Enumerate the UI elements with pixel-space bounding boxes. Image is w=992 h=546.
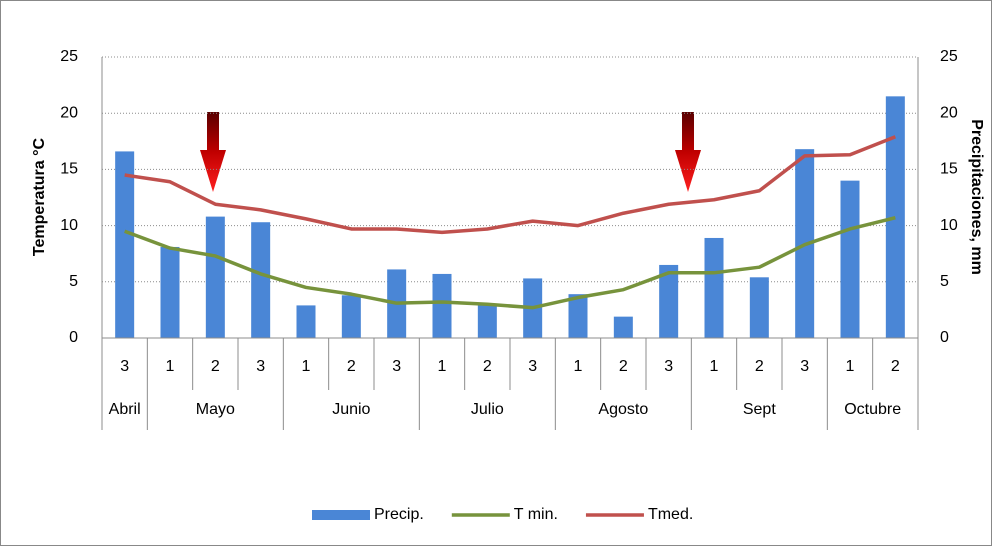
x-tick-label: 3 [528,358,537,375]
x-tick-label: 3 [392,358,401,375]
y2-tick-label: 20 [940,104,958,121]
y-tick-label: 15 [60,161,78,178]
x-tick-label: 1 [166,358,175,375]
bar [341,295,361,338]
bar [568,294,588,338]
group-label: Julio [471,401,504,418]
bar [885,96,905,338]
y-tick-label: 25 [60,48,78,65]
bar [160,246,180,338]
group-label: Abril [109,401,141,418]
x-tick-label: 1 [574,358,583,375]
x-tick-label: 3 [664,358,673,375]
arrow [675,112,701,192]
x-tick-label: 1 [710,358,719,375]
y-tick-label: 10 [60,217,78,234]
y-tick-label: 0 [69,329,78,346]
group-label: Agosto [598,401,648,418]
x-tick-label: 2 [211,358,220,375]
bar [477,304,497,338]
x-tick-label: 2 [755,358,764,375]
y-tick-label: 5 [69,273,78,290]
y2-axis-title: Precipitaciones, mm [968,119,985,275]
line [124,135,896,235]
bar [704,237,724,338]
line [124,216,896,310]
y2-tick-label: 10 [940,217,958,234]
x-tick-label: 1 [846,358,855,375]
bar [251,222,271,338]
y2-tick-label: 0 [940,329,949,346]
bar [432,273,452,338]
x-tick-label: 2 [619,358,628,375]
x-tick-label: 2 [891,358,900,375]
bar [296,305,316,338]
y2-tick-label: 15 [940,161,958,178]
arrow [200,112,226,192]
bar [613,316,633,338]
bar [115,151,135,338]
legend-label: Precip. [374,506,424,523]
group-label: Mayo [196,401,235,418]
y2-tick-label: 25 [940,48,958,65]
legend-label: T min. [514,506,558,523]
bar [840,180,860,338]
group-label: Octubre [844,401,901,418]
legend-swatch [312,510,370,520]
x-tick-label: 1 [302,358,311,375]
bar [659,264,679,338]
x-tick-label: 2 [347,358,356,375]
y-tick-label: 20 [60,104,78,121]
bar [205,216,225,338]
x-tick-label: 3 [256,358,265,375]
y2-tick-label: 5 [940,273,949,290]
y-axis-title: Temperatura °C [31,137,48,256]
x-tick-label: 3 [120,358,129,375]
bar [749,277,769,338]
group-label: Junio [332,401,370,418]
legend-label: Tmed. [648,506,693,523]
x-tick-label: 3 [800,358,809,375]
x-tick-label: 1 [438,358,447,375]
x-tick-label: 2 [483,358,492,375]
group-label: Sept [743,401,776,418]
